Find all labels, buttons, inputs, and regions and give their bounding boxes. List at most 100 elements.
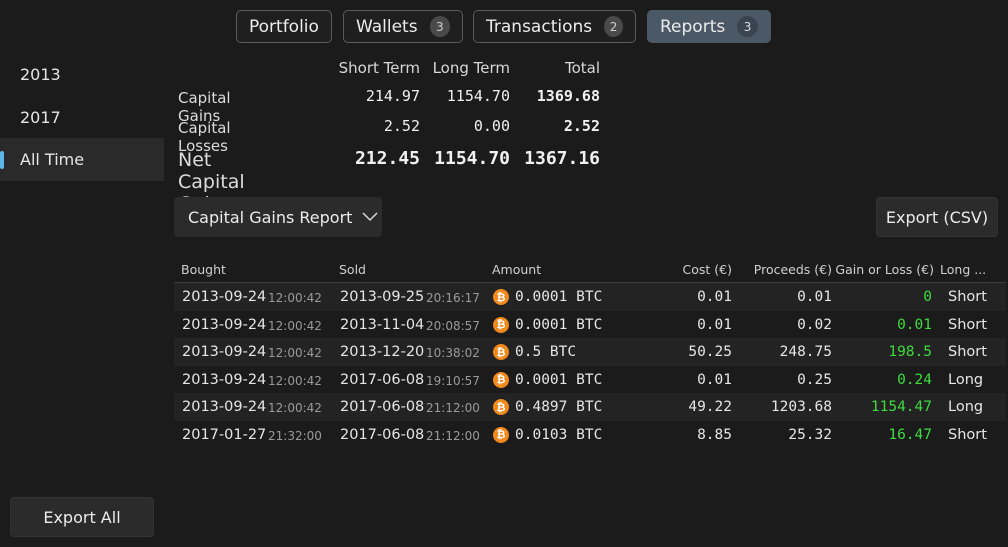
cost: 0.01 bbox=[664, 289, 732, 305]
gain-or-loss: 0.24 bbox=[834, 372, 932, 388]
cost: 0.01 bbox=[664, 372, 732, 388]
bought-date: 2013-09-24 bbox=[182, 289, 266, 305]
bitcoin-icon: ₿ bbox=[493, 289, 509, 305]
sold-time: 21:12:00 bbox=[426, 429, 480, 443]
gain-or-loss: 0 bbox=[834, 289, 932, 305]
sold-time: 21:12:00 bbox=[426, 401, 480, 415]
term: Long bbox=[948, 372, 983, 388]
table-row[interactable]: 2013-09-24 12:00:42 2017-06-08 21:12:00 ₿ 0.4… bbox=[174, 393, 1006, 421]
net-capital-gains-long: 1154.70 bbox=[420, 148, 510, 169]
cost: 0.01 bbox=[664, 317, 732, 333]
bought-date: 2013-09-24 bbox=[182, 372, 266, 388]
net-capital-gains-total: 1367.16 bbox=[510, 148, 600, 169]
bought-time: 21:32:00 bbox=[268, 429, 322, 443]
sold-time: 10:38:02 bbox=[426, 346, 480, 360]
amount: 0.0001 BTC bbox=[515, 372, 602, 388]
table-row[interactable]: 2017-01-27 21:32:00 2017-06-08 21:12:00 ₿ 0.0… bbox=[174, 421, 1006, 449]
chevron-down-icon bbox=[362, 212, 378, 222]
tab-reports[interactable]: Reports 3 bbox=[647, 10, 771, 43]
table-row[interactable]: 2013-09-24 12:00:42 2013-09-25 20:16:17 ₿ 0.0… bbox=[174, 283, 1006, 311]
summary-header-total: Total bbox=[510, 59, 600, 77]
sidebar-item-2013[interactable]: 2013 bbox=[0, 53, 164, 96]
capital-gains-long: 1154.70 bbox=[420, 87, 510, 105]
sold-time: 20:08:57 bbox=[426, 319, 480, 333]
column-header-bought[interactable]: Bought bbox=[181, 262, 226, 277]
bought-time: 12:00:42 bbox=[268, 401, 322, 415]
gain-or-loss: 198.5 bbox=[834, 344, 932, 360]
table-header: Bought Sold Amount Cost (€) Proceeds (€)… bbox=[174, 257, 1006, 283]
table-row[interactable]: 2013-09-24 12:00:42 2013-11-04 20:08:57 ₿ 0.0… bbox=[174, 311, 1006, 339]
proceeds: 0.01 bbox=[744, 289, 832, 305]
term: Short bbox=[948, 289, 987, 305]
bitcoin-icon: ₿ bbox=[493, 427, 509, 443]
capital-losses-short: 2.52 bbox=[330, 117, 420, 135]
term: Short bbox=[948, 427, 987, 443]
net-capital-gains-short: 212.45 bbox=[330, 148, 420, 169]
export-all-label: Export All bbox=[43, 508, 120, 527]
export-csv-button[interactable]: Export (CSV) bbox=[876, 197, 998, 237]
proceeds: 0.02 bbox=[744, 317, 832, 333]
bought-time: 12:00:42 bbox=[268, 319, 322, 333]
proceeds: 1203.68 bbox=[744, 399, 832, 415]
bitcoin-icon: ₿ bbox=[493, 372, 509, 388]
sidebar-item-label: All Time bbox=[20, 150, 84, 169]
column-header-term[interactable]: Long ... bbox=[940, 262, 986, 277]
tab-label: Transactions bbox=[486, 17, 592, 37]
tab-wallets[interactable]: Wallets 3 bbox=[343, 10, 463, 43]
bought-date: 2013-09-24 bbox=[182, 317, 266, 333]
capital-gains-table: Bought Sold Amount Cost (€) Proceeds (€)… bbox=[174, 257, 1006, 448]
sidebar-item-2017[interactable]: 2017 bbox=[0, 96, 164, 139]
sold-date: 2013-12-20 bbox=[340, 344, 424, 360]
cost: 8.85 bbox=[664, 427, 732, 443]
sidebar-item-label: 2017 bbox=[20, 108, 61, 127]
cost: 49.22 bbox=[664, 399, 732, 415]
column-header-proceeds[interactable]: Proceeds (€) bbox=[744, 262, 832, 277]
amount: 0.0001 BTC bbox=[515, 289, 602, 305]
report-type-value: Capital Gains Report bbox=[188, 208, 352, 227]
report-type-select[interactable]: Capital Gains Report bbox=[174, 197, 382, 237]
gain-or-loss: 0.01 bbox=[834, 317, 932, 333]
term: Long bbox=[948, 399, 983, 415]
amount: 0.0103 BTC bbox=[515, 427, 602, 443]
cost: 50.25 bbox=[664, 344, 732, 360]
bought-date: 2017-01-27 bbox=[182, 427, 266, 443]
tab-label: Portfolio bbox=[249, 17, 319, 37]
tab-portfolio[interactable]: Portfolio bbox=[236, 10, 332, 43]
export-all-button[interactable]: Export All bbox=[10, 497, 154, 537]
proceeds: 248.75 bbox=[744, 344, 832, 360]
capital-losses-total: 2.52 bbox=[510, 117, 600, 135]
sold-time: 20:16:17 bbox=[426, 291, 480, 305]
proceeds: 25.32 bbox=[744, 427, 832, 443]
bought-time: 12:00:42 bbox=[268, 291, 322, 305]
count-badge: 2 bbox=[604, 16, 623, 37]
bought-date: 2013-09-24 bbox=[182, 344, 266, 360]
capital-gains-total: 1369.68 bbox=[510, 87, 600, 105]
sidebar-item-all-time[interactable]: All Time bbox=[0, 138, 164, 181]
table-body: 2013-09-24 12:00:42 2013-09-25 20:16:17 ₿ 0.0… bbox=[174, 283, 1006, 448]
sold-date: 2017-06-08 bbox=[340, 427, 424, 443]
bitcoin-icon: ₿ bbox=[493, 317, 509, 333]
term: Short bbox=[948, 317, 987, 333]
amount: 0.0001 BTC bbox=[515, 317, 602, 333]
tab-transactions[interactable]: Transactions 2 bbox=[473, 10, 636, 43]
gain-or-loss: 16.47 bbox=[834, 427, 932, 443]
amount: 0.4897 BTC bbox=[515, 399, 602, 415]
tab-label: Wallets bbox=[356, 17, 418, 37]
capital-losses-long: 0.00 bbox=[420, 117, 510, 135]
table-row[interactable]: 2013-09-24 12:00:42 2017-06-08 19:10:57 ₿ 0.0… bbox=[174, 366, 1006, 394]
column-header-amount[interactable]: Amount bbox=[492, 262, 541, 277]
column-header-gain-or-loss[interactable]: Gain or Loss (€) bbox=[834, 262, 934, 277]
bought-date: 2013-09-24 bbox=[182, 399, 266, 415]
capital-gains-short: 214.97 bbox=[330, 87, 420, 105]
column-header-cost[interactable]: Cost (€) bbox=[664, 262, 732, 277]
sidebar-item-label: 2013 bbox=[20, 65, 61, 84]
amount: 0.5 BTC bbox=[515, 344, 576, 360]
tab-label: Reports bbox=[660, 17, 725, 37]
proceeds: 0.25 bbox=[744, 372, 832, 388]
gain-or-loss: 1154.47 bbox=[834, 399, 932, 415]
export-csv-label: Export (CSV) bbox=[886, 208, 988, 227]
table-row[interactable]: 2013-09-24 12:00:42 2013-12-20 10:38:02 ₿ 0.5… bbox=[174, 338, 1006, 366]
sold-date: 2017-06-08 bbox=[340, 372, 424, 388]
sold-date: 2013-11-04 bbox=[340, 317, 424, 333]
column-header-sold[interactable]: Sold bbox=[339, 262, 366, 277]
